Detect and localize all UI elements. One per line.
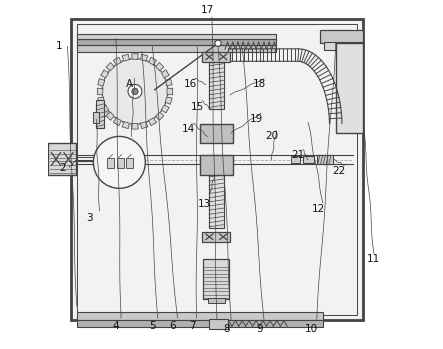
Polygon shape <box>122 54 129 61</box>
Polygon shape <box>167 88 172 95</box>
Text: 1: 1 <box>55 42 62 51</box>
Text: 6: 6 <box>170 321 176 331</box>
Bar <box>77 312 323 320</box>
Polygon shape <box>132 54 138 59</box>
Bar <box>202 232 230 242</box>
Polygon shape <box>149 57 156 65</box>
Circle shape <box>215 40 221 46</box>
Text: 10: 10 <box>305 324 318 334</box>
Bar <box>200 155 233 174</box>
Bar <box>209 174 224 228</box>
Bar <box>324 42 363 50</box>
Text: 18: 18 <box>253 80 266 89</box>
Polygon shape <box>122 122 129 128</box>
Polygon shape <box>132 124 138 129</box>
Polygon shape <box>101 105 109 113</box>
Text: A: A <box>126 80 133 89</box>
Bar <box>77 34 276 39</box>
Text: 19: 19 <box>249 114 263 124</box>
Text: 12: 12 <box>312 204 325 214</box>
Text: 5: 5 <box>149 321 155 331</box>
Polygon shape <box>106 62 114 70</box>
Polygon shape <box>97 88 103 95</box>
Bar <box>202 52 230 62</box>
Bar <box>200 124 233 143</box>
Text: 20: 20 <box>265 132 278 141</box>
Polygon shape <box>113 118 121 126</box>
Bar <box>117 158 124 168</box>
Polygon shape <box>165 97 172 104</box>
Bar <box>320 30 363 43</box>
Circle shape <box>132 88 138 95</box>
Polygon shape <box>101 70 109 78</box>
Text: 16: 16 <box>184 80 197 89</box>
Bar <box>336 43 363 133</box>
Bar <box>93 112 99 122</box>
Polygon shape <box>165 79 172 86</box>
Circle shape <box>128 84 142 98</box>
Bar <box>107 158 114 168</box>
Bar <box>210 319 229 328</box>
Polygon shape <box>140 54 148 61</box>
Bar <box>99 100 151 116</box>
Polygon shape <box>98 97 105 104</box>
Bar <box>291 156 300 163</box>
Polygon shape <box>161 70 169 78</box>
Circle shape <box>102 59 168 124</box>
Polygon shape <box>149 118 156 126</box>
Text: 2: 2 <box>59 163 66 172</box>
Polygon shape <box>140 122 148 128</box>
Text: 7: 7 <box>189 321 195 331</box>
Bar <box>208 298 225 303</box>
Polygon shape <box>106 112 114 120</box>
Polygon shape <box>113 57 121 65</box>
Polygon shape <box>98 79 105 86</box>
Circle shape <box>93 136 145 188</box>
Bar <box>77 320 323 327</box>
Text: 11: 11 <box>367 254 381 264</box>
Text: 22: 22 <box>333 166 346 176</box>
Text: 3: 3 <box>87 213 93 223</box>
Text: 13: 13 <box>198 199 211 209</box>
Bar <box>48 143 76 174</box>
Bar <box>77 45 276 52</box>
Bar <box>203 259 229 299</box>
Bar <box>209 62 224 109</box>
Text: 4: 4 <box>113 321 119 331</box>
Bar <box>126 158 133 168</box>
Bar <box>96 100 104 128</box>
Bar <box>77 39 276 45</box>
Bar <box>303 156 314 163</box>
Bar <box>71 19 363 320</box>
Text: 15: 15 <box>190 102 204 112</box>
Polygon shape <box>161 105 169 113</box>
Text: 8: 8 <box>223 324 230 334</box>
Bar <box>77 24 357 315</box>
Polygon shape <box>156 62 164 70</box>
Text: 9: 9 <box>256 324 263 334</box>
Text: 21: 21 <box>291 150 304 161</box>
Text: 17: 17 <box>201 5 214 15</box>
Bar <box>317 155 333 164</box>
Text: 14: 14 <box>182 125 195 134</box>
Polygon shape <box>156 112 164 120</box>
